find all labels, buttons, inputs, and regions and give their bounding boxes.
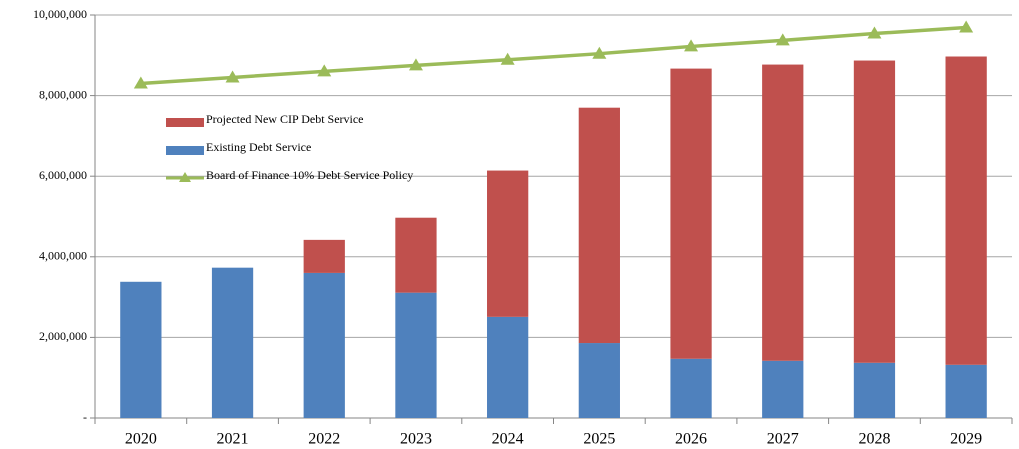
- x-tick-label: 2029: [950, 431, 982, 448]
- line-marker: [684, 39, 699, 52]
- x-tick-label: 2027: [767, 431, 799, 448]
- y-tick-label: 8,000,000: [39, 87, 87, 101]
- line-marker: [317, 64, 332, 77]
- line-marker: [500, 52, 515, 65]
- bar: [853, 60, 896, 363]
- x-tick-label: 2025: [583, 431, 615, 448]
- line-marker: [775, 33, 790, 46]
- bar: [303, 272, 345, 418]
- legend-label: Projected New CIP Debt Service: [206, 112, 364, 126]
- line-marker: [867, 26, 882, 39]
- bar: [120, 281, 162, 418]
- bar: [211, 267, 254, 418]
- bar: [487, 316, 529, 418]
- y-tick-label: -: [83, 410, 87, 424]
- y-tick-label: 10,000,000: [33, 7, 87, 21]
- bar: [762, 64, 804, 361]
- line-marker: [133, 76, 148, 89]
- bar: [853, 362, 896, 418]
- legend-label: Board of Finance 10% Debt Service Policy: [206, 168, 413, 182]
- x-tick-label: 2026: [675, 431, 707, 448]
- bar: [945, 56, 987, 365]
- bar: [578, 343, 620, 418]
- x-tick-label: 2020: [125, 431, 157, 448]
- legend-swatch: [179, 172, 191, 182]
- legend-swatch: [166, 146, 204, 155]
- bar: [578, 107, 620, 344]
- y-tick-label: 2,000,000: [39, 329, 87, 343]
- bar: [670, 68, 712, 359]
- x-tick-label: 2024: [492, 431, 524, 448]
- bar: [670, 358, 712, 418]
- bar: [487, 170, 529, 317]
- y-tick-label: 6,000,000: [39, 168, 87, 182]
- y-tick-label: 4,000,000: [39, 249, 87, 263]
- legend-label: Existing Debt Service: [206, 140, 311, 154]
- bar: [395, 217, 437, 293]
- line: [140, 25, 967, 86]
- legend-swatch: [166, 118, 204, 127]
- line-marker: [408, 58, 423, 71]
- line-marker: [592, 46, 607, 59]
- bar: [303, 239, 345, 273]
- line-marker: [959, 20, 974, 33]
- bar: [395, 292, 437, 418]
- x-tick-label: 2023: [400, 431, 432, 448]
- x-tick-label: 2028: [858, 431, 890, 448]
- line-marker: [225, 70, 240, 83]
- x-tick-label: 2022: [308, 431, 340, 448]
- x-tick-label: 2021: [217, 431, 249, 448]
- bar: [945, 364, 987, 418]
- bar: [762, 360, 804, 418]
